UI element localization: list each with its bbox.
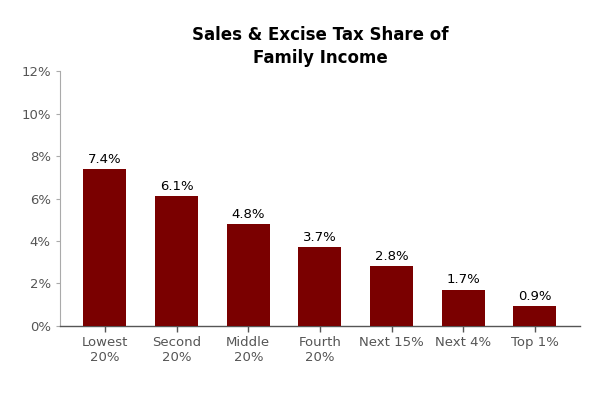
Text: 1.7%: 1.7%: [446, 274, 480, 286]
Bar: [370, 266, 413, 326]
Text: 7.4%: 7.4%: [88, 153, 122, 166]
Bar: [514, 306, 556, 326]
Bar: [155, 197, 198, 326]
Bar: [84, 169, 126, 326]
Text: 6.1%: 6.1%: [160, 180, 193, 193]
Text: 2.8%: 2.8%: [375, 250, 408, 263]
Text: 3.7%: 3.7%: [303, 231, 337, 244]
Title: Sales & Excise Tax Share of
Family Income: Sales & Excise Tax Share of Family Incom…: [192, 25, 448, 67]
Text: 0.9%: 0.9%: [518, 290, 552, 303]
Bar: [442, 289, 485, 326]
Bar: [298, 247, 341, 326]
Text: 4.8%: 4.8%: [231, 208, 265, 221]
Bar: [227, 224, 270, 326]
